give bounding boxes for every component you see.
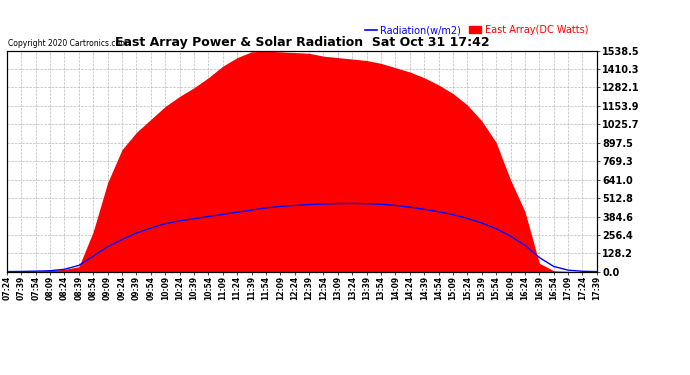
- Text: Copyright 2020 Cartronics.com: Copyright 2020 Cartronics.com: [8, 39, 128, 48]
- Legend: Radiation(w/m2), East Array(DC Watts): Radiation(w/m2), East Array(DC Watts): [361, 21, 592, 39]
- Title: East Array Power & Solar Radiation  Sat Oct 31 17:42: East Array Power & Solar Radiation Sat O…: [115, 36, 489, 50]
